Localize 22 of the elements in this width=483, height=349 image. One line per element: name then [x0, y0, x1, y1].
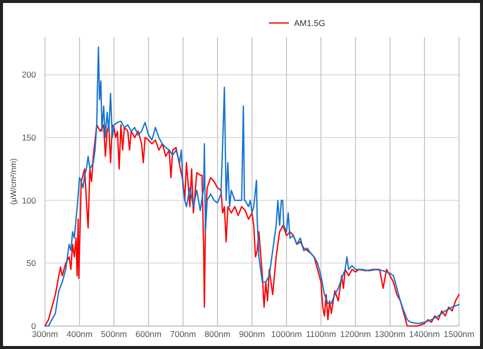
- x-tick-label: 900nm: [239, 329, 265, 339]
- y-tick-label: 100: [22, 195, 36, 206]
- x-tick-label: 800nm: [204, 329, 230, 339]
- y-axis-title: (μW/cm²/nm): [9, 158, 18, 205]
- line-series: [44, 124, 460, 327]
- y-tick-label: 200: [22, 70, 36, 80]
- x-tick-label: 1100nm: [306, 329, 336, 339]
- y-tick-label: 0: [31, 321, 36, 331]
- y-tick-label: 150: [22, 132, 36, 143]
- legend-label: AM1.5G: [294, 18, 326, 28]
- x-tick-label: 400nm: [66, 329, 92, 339]
- x-tick-label: 1300nm: [374, 329, 406, 339]
- line-series: [44, 46, 460, 327]
- x-tick-label: 1500nm: [444, 329, 474, 339]
- x-tick-label: 600nm: [136, 329, 162, 339]
- x-tick-label: 500nm: [101, 329, 127, 339]
- y-tick-label: 50: [26, 258, 36, 268]
- x-tick-label: 1000nm: [271, 329, 302, 339]
- x-tick-label: 700nm: [170, 329, 196, 339]
- x-tick-label: 300nm: [32, 329, 58, 339]
- x-tick-label: 1400nm: [409, 329, 440, 339]
- x-tick-label: 1200nm: [340, 329, 371, 339]
